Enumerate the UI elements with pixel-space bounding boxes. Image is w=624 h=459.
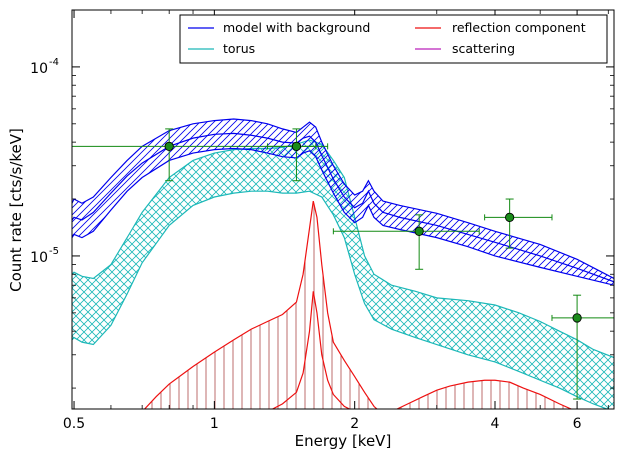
model-mid-line — [72, 132, 614, 283]
x-tick-label: 0.5 — [63, 416, 85, 432]
x-axis: 0.5 1 2 4 6 — [63, 10, 609, 432]
legend-label-reflection: reflection component — [452, 20, 586, 35]
x-axis-label: Energy [keV] — [295, 432, 392, 450]
torus-band-fill — [72, 140, 614, 409]
y-tick-label-exponent: -5 — [49, 246, 59, 257]
reflection-curve — [271, 291, 351, 409]
data-point — [504, 212, 515, 223]
y-axis: 10-510-4 — [30, 9, 614, 389]
reflection-curve — [395, 379, 573, 409]
y-tick-label-exponent: -4 — [49, 57, 59, 68]
reflection-curve — [143, 200, 378, 409]
legend-box — [179, 14, 608, 64]
data-point — [414, 226, 424, 236]
data-point — [291, 141, 302, 151]
model-lower-line — [72, 147, 614, 286]
torus-lower-line — [72, 190, 609, 409]
data-point — [164, 141, 174, 151]
legend-label-scattering: scattering — [452, 41, 515, 56]
y-tick-label: 10 — [30, 61, 48, 77]
model-band-fill — [72, 119, 614, 286]
x-tick-label: 2 — [350, 416, 359, 432]
plot-area — [72, 118, 614, 409]
data-point — [572, 313, 582, 323]
legend-label-torus: torus — [223, 41, 255, 56]
x-tick-label: 4 — [491, 416, 500, 432]
y-axis-label: Count rate [cts/s/keV] — [7, 128, 25, 292]
x-tick-label: 6 — [573, 416, 582, 432]
legend-label-model: model with background — [223, 20, 370, 35]
plot-frame — [71, 9, 615, 410]
model-upper-line — [72, 118, 614, 280]
x-tick-label: 1 — [210, 416, 219, 432]
y-tick-label: 10 — [30, 250, 48, 266]
legend: model with background torus reflection c… — [179, 14, 608, 64]
